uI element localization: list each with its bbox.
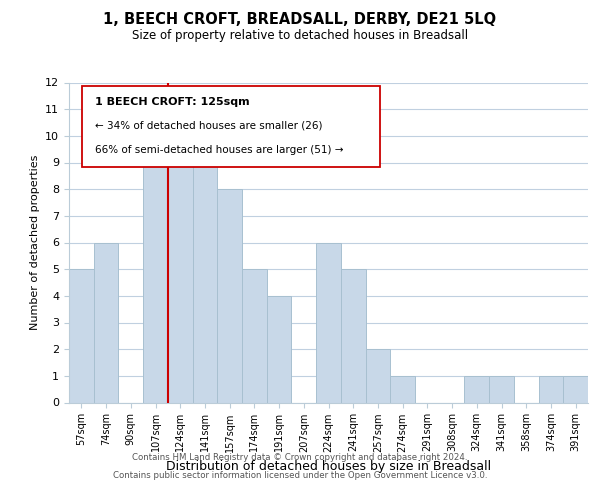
Bar xyxy=(168,162,193,402)
Bar xyxy=(193,162,217,402)
X-axis label: Distribution of detached houses by size in Breadsall: Distribution of detached houses by size … xyxy=(166,460,491,473)
Bar xyxy=(539,376,563,402)
Text: ← 34% of detached houses are smaller (26): ← 34% of detached houses are smaller (26… xyxy=(95,121,322,131)
Bar xyxy=(217,189,242,402)
Bar xyxy=(464,376,489,402)
Bar xyxy=(390,376,415,402)
Bar xyxy=(563,376,588,402)
FancyBboxPatch shape xyxy=(82,86,380,168)
Bar xyxy=(69,269,94,402)
Bar xyxy=(341,269,365,402)
Bar xyxy=(489,376,514,402)
Text: Contains HM Land Registry data © Crown copyright and database right 2024.: Contains HM Land Registry data © Crown c… xyxy=(132,452,468,462)
Bar xyxy=(316,242,341,402)
Text: 1 BEECH CROFT: 125sqm: 1 BEECH CROFT: 125sqm xyxy=(95,97,250,107)
Bar xyxy=(143,136,168,402)
Y-axis label: Number of detached properties: Number of detached properties xyxy=(29,155,40,330)
Text: 1, BEECH CROFT, BREADSALL, DERBY, DE21 5LQ: 1, BEECH CROFT, BREADSALL, DERBY, DE21 5… xyxy=(103,12,497,28)
Bar xyxy=(242,269,267,402)
Text: 66% of semi-detached houses are larger (51) →: 66% of semi-detached houses are larger (… xyxy=(95,145,343,155)
Bar xyxy=(267,296,292,403)
Text: Size of property relative to detached houses in Breadsall: Size of property relative to detached ho… xyxy=(132,29,468,42)
Bar xyxy=(94,242,118,402)
Bar xyxy=(365,349,390,403)
Text: Contains public sector information licensed under the Open Government Licence v3: Contains public sector information licen… xyxy=(113,472,487,480)
